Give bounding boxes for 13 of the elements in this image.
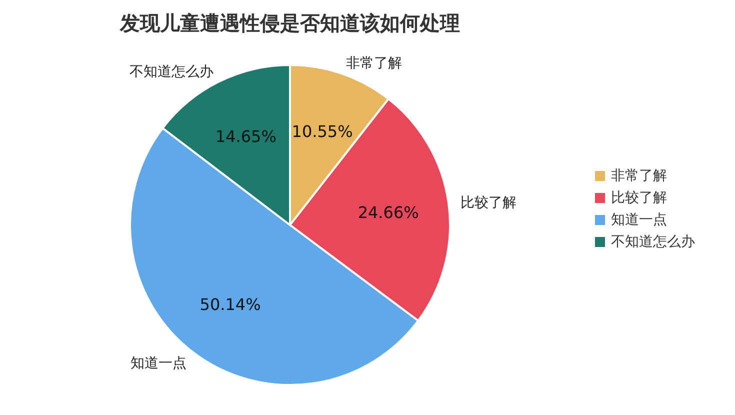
legend-label: 不知道怎么办 <box>611 234 695 250</box>
slice-label: 知道一点 <box>130 355 186 372</box>
legend-label: 知道一点 <box>611 212 667 228</box>
legend-label: 比较了解 <box>611 190 667 206</box>
data-label: 10.55% <box>292 122 353 142</box>
slice-label: 非常了解 <box>346 55 402 72</box>
chart-title: 发现儿童遭遇性侵是否知道该如何处理 <box>119 11 460 35</box>
slice-label: 比较了解 <box>460 195 516 212</box>
slice-label: 不知道怎么办 <box>130 64 214 80</box>
data-label: 14.65% <box>215 127 276 146</box>
data-label: 50.14% <box>200 295 261 314</box>
legend-label: 非常了解 <box>611 168 667 184</box>
data-label: 24.66% <box>358 202 419 222</box>
